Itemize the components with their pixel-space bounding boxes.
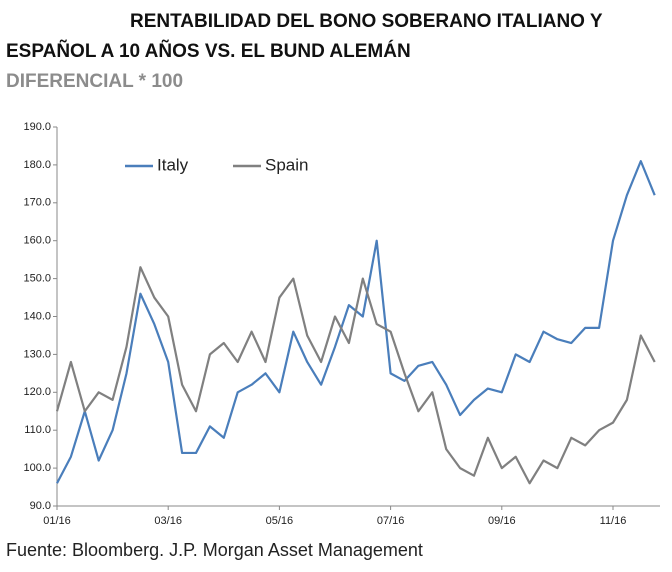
series-line: [55, 266, 656, 485]
x-tick-label: 09/16: [488, 515, 516, 527]
y-tick-label: 160.0: [23, 235, 51, 247]
chart-title: RENTABILIDAD DEL BONO SOBERANO ITALIANO …: [130, 11, 603, 32]
x-tick-label: 01/16: [43, 515, 71, 527]
y-tick-label: 100.0: [23, 462, 51, 474]
x-tick-label: 07/16: [377, 515, 405, 527]
y-tick-label: 130.0: [23, 348, 51, 360]
legend-label: Italy: [157, 155, 189, 174]
y-tick-label: 150.0: [23, 273, 51, 285]
y-tick-label: 180.0: [23, 159, 51, 171]
chart-title: ESPAÑOL A 10 AÑOS VS. EL BUND ALEMÁN: [6, 40, 411, 62]
y-tick-label: 120.0: [23, 386, 51, 398]
y-tick-label: 90.0: [30, 500, 51, 512]
x-tick-label: 03/16: [154, 515, 182, 527]
y-tick-label: 170.0: [23, 197, 51, 209]
series-line: [56, 160, 656, 484]
x-tick-label: 05/16: [266, 515, 294, 527]
y-tick-label: 190.0: [23, 121, 51, 133]
y-tick-label: 140.0: [23, 310, 51, 322]
source-note: Fuente: Bloomberg. J.P. Morgan Asset Man…: [6, 540, 423, 560]
y-tick-label: 110.0: [24, 424, 51, 436]
chart-subtitle: DIFERENCIAL * 100: [6, 71, 183, 92]
legend-label: Spain: [265, 155, 308, 174]
x-tick-label: 11/16: [600, 515, 627, 527]
